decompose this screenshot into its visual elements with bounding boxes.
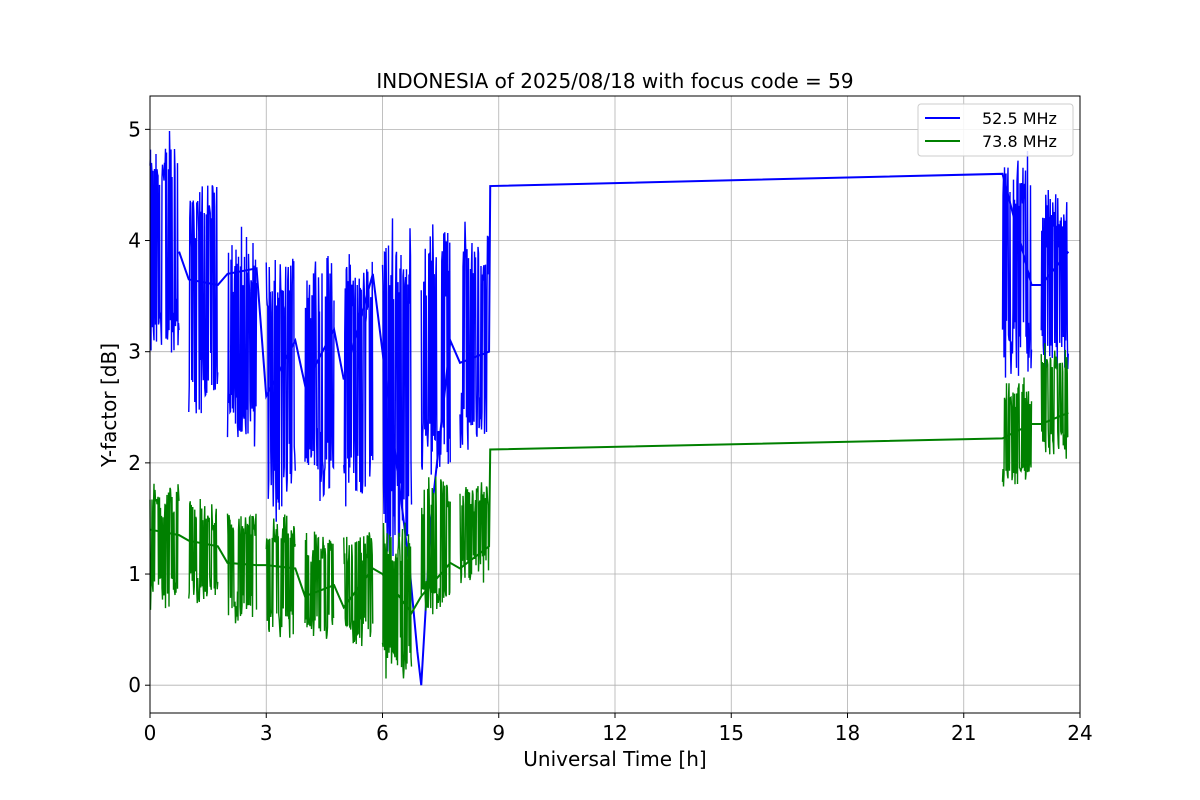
legend-entry-label: 73.8 MHz xyxy=(982,132,1057,151)
series-data-line xyxy=(343,532,374,647)
series-data-line xyxy=(149,131,180,353)
y-tick-label: 5 xyxy=(128,117,141,141)
x-tick-label: 21 xyxy=(951,721,976,745)
legend-entry-label: 52.5 MHz xyxy=(982,109,1057,128)
x-tick-label: 0 xyxy=(144,721,157,745)
series-data-line xyxy=(420,476,451,615)
series-data-line xyxy=(304,256,335,501)
y-tick-label: 4 xyxy=(128,229,141,253)
series-data-line xyxy=(1001,150,1033,378)
x-tick-label: 15 xyxy=(719,721,744,745)
x-tick-label: 12 xyxy=(602,721,627,745)
series-data-line xyxy=(381,522,413,679)
series-data-line xyxy=(226,226,258,447)
x-tick-label: 6 xyxy=(376,721,389,745)
x-tick-label: 3 xyxy=(260,721,273,745)
x-axis-label: Universal Time [h] xyxy=(523,747,706,771)
series-data-line xyxy=(420,224,451,475)
y-tick-label: 1 xyxy=(128,562,141,586)
y-axis-label: Y-factor [dB] xyxy=(97,343,121,468)
x-tick-label: 24 xyxy=(1067,721,1092,745)
series-data-line xyxy=(1001,377,1033,487)
series-layer xyxy=(149,131,1070,686)
series-1 xyxy=(149,131,1070,686)
series-connector-line xyxy=(178,172,1070,686)
series-data-line xyxy=(1040,343,1069,459)
y-tick-label: 2 xyxy=(128,451,141,475)
series-data-line xyxy=(188,499,219,604)
series-data-line xyxy=(226,513,258,624)
series-data-line xyxy=(459,221,490,450)
y-tick-label: 0 xyxy=(128,673,141,697)
series-data-line xyxy=(1040,189,1069,369)
y-tick-label: 3 xyxy=(128,340,141,364)
series-data-line xyxy=(265,258,296,522)
series-data-line xyxy=(459,482,490,584)
x-tick-label: 9 xyxy=(492,721,505,745)
x-tick-label: 18 xyxy=(835,721,860,745)
series-data-line xyxy=(343,254,374,507)
series-2 xyxy=(149,343,1069,679)
series-data-line xyxy=(149,483,180,610)
series-data-line xyxy=(304,531,335,639)
chart-title: INDONESIA of 2025/08/18 with focus code … xyxy=(376,69,853,93)
series-data-line xyxy=(381,218,413,556)
legend: 52.5 MHz 73.8 MHz xyxy=(917,103,1074,157)
series-data-line xyxy=(188,185,219,414)
series-data-line xyxy=(265,514,296,638)
